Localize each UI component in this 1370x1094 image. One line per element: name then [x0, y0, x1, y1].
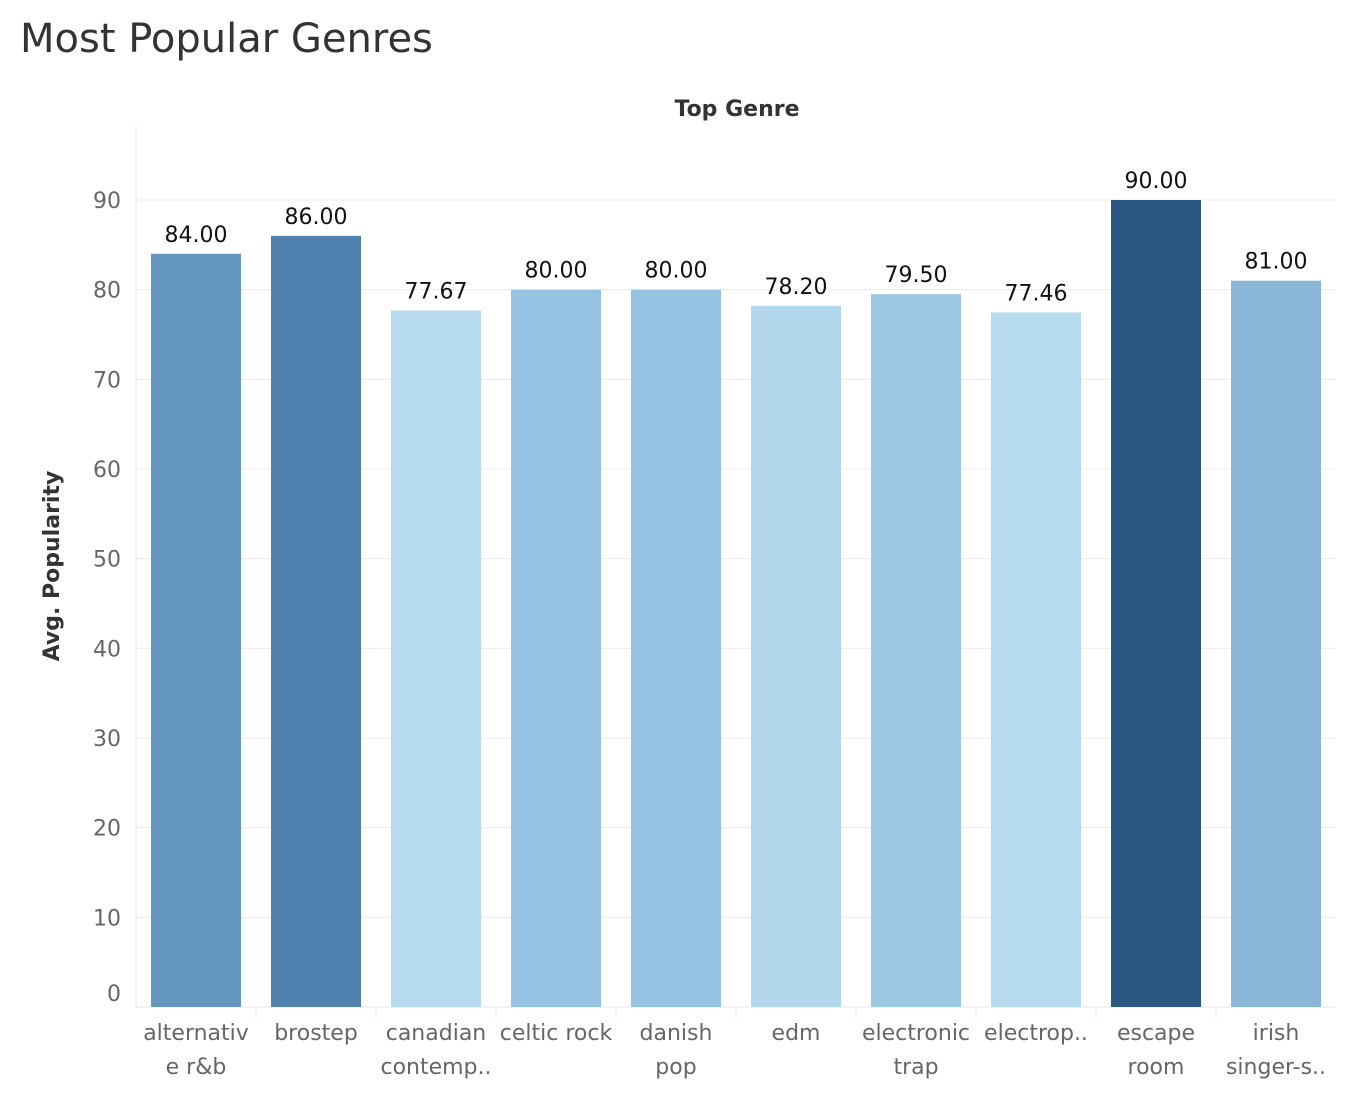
- data-label: 90.00: [1125, 169, 1188, 194]
- x-tick-labels: alternativ e r&b brostep canadian contemp.. c…: [143, 1021, 1326, 1080]
- x-tick-label: room: [1128, 1055, 1185, 1080]
- column-header: Top Genre: [674, 97, 799, 122]
- y-tick-label: 60: [93, 458, 121, 483]
- bar: [391, 310, 481, 1008]
- bars: [151, 200, 1321, 1008]
- x-tick-label: electronic: [862, 1021, 970, 1046]
- x-tick-label: celtic rock: [500, 1021, 613, 1046]
- data-label: 77.67: [405, 280, 468, 305]
- y-tick-label: 20: [93, 817, 121, 842]
- x-tick-label: singer-s..: [1226, 1055, 1326, 1080]
- data-label: 80.00: [645, 259, 708, 284]
- x-tick-label: pop: [655, 1055, 696, 1080]
- data-label: 78.20: [765, 275, 828, 300]
- x-tick-label: irish: [1253, 1021, 1300, 1046]
- bar: [151, 253, 241, 1008]
- y-tick-label: 30: [93, 727, 121, 752]
- bar: [871, 294, 961, 1007]
- bar: [1231, 280, 1321, 1007]
- y-tick-label: 90: [93, 189, 121, 214]
- y-axis-label: Avg. Popularity: [40, 471, 65, 662]
- x-tick-label: contemp..: [380, 1055, 491, 1080]
- bar: [511, 289, 601, 1008]
- bar: [1111, 200, 1201, 1007]
- data-label: 80.00: [525, 259, 588, 284]
- x-tick-label: canadian: [386, 1021, 487, 1046]
- y-tick-label: 0: [107, 982, 121, 1007]
- y-tick-label: 40: [93, 637, 121, 662]
- y-tick-label: 80: [93, 279, 121, 304]
- data-label: 81.00: [1245, 250, 1308, 275]
- x-tick-label: danish: [640, 1021, 713, 1046]
- x-tick-label: brostep: [274, 1021, 358, 1046]
- x-tick-label: trap: [893, 1055, 938, 1080]
- x-tick-label: e r&b: [166, 1055, 227, 1080]
- data-labels: 84.00 86.00 77.67 80.00 80.00 78.20 79.50 77.46…: [165, 169, 1308, 306]
- x-tick-label: electrop..: [984, 1021, 1088, 1046]
- y-tick-label: 10: [93, 906, 121, 931]
- x-tick-label: alternativ: [143, 1021, 249, 1046]
- bar: [631, 289, 721, 1008]
- data-label: 84.00: [165, 223, 228, 248]
- chart-title: Most Popular Genres: [20, 16, 433, 62]
- data-label: 77.46: [1005, 281, 1068, 306]
- bar: [991, 312, 1081, 1007]
- y-tick-labels: 0 10 20 30 40 50 60 70 80 90: [93, 189, 121, 1007]
- x-tick-label: edm: [772, 1021, 821, 1046]
- bar: [271, 235, 361, 1007]
- y-tick-label: 50: [93, 548, 121, 573]
- y-tick-label: 70: [93, 368, 121, 393]
- data-label: 86.00: [285, 205, 348, 230]
- data-label: 79.50: [885, 263, 948, 288]
- bar: [751, 305, 841, 1008]
- x-tick-label: escape: [1117, 1021, 1195, 1046]
